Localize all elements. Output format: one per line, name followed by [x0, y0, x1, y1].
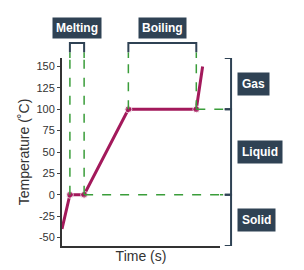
svg-text:100: 100	[36, 103, 54, 115]
svg-text:-25: -25	[39, 210, 55, 222]
svg-text:150: 150	[36, 60, 54, 72]
svg-text:75: 75	[43, 124, 55, 136]
svg-text:Gas: Gas	[242, 77, 265, 91]
svg-text:-50: -50	[39, 231, 55, 243]
svg-text:Melting: Melting	[56, 21, 98, 35]
svg-text:0: 0	[49, 189, 55, 201]
svg-text:50: 50	[43, 146, 55, 158]
svg-text:Liquid: Liquid	[242, 145, 278, 159]
svg-text:25: 25	[43, 167, 55, 179]
svg-text:Temperature (˚C): Temperature (˚C)	[16, 99, 32, 206]
svg-text:Boiling: Boiling	[142, 21, 183, 35]
svg-text:Time (s): Time (s)	[116, 248, 167, 264]
svg-text:Solid: Solid	[242, 213, 271, 227]
svg-text:125: 125	[36, 82, 54, 94]
